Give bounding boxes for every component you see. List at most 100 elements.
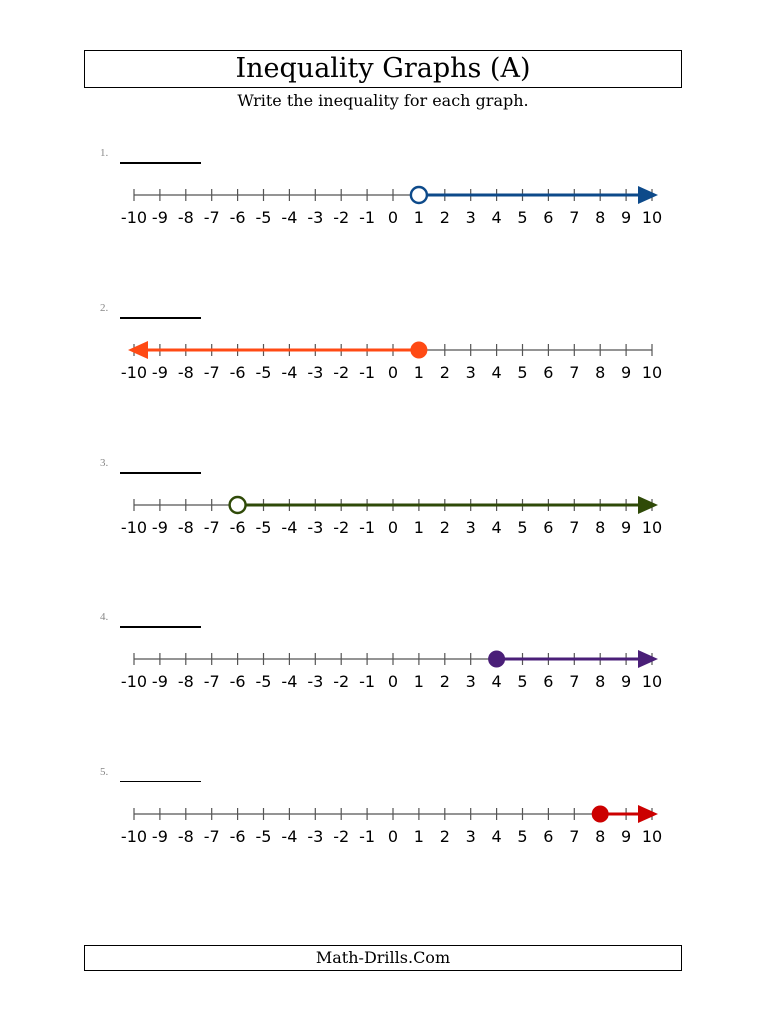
tick-label: 2 [440, 672, 450, 691]
tick-label: 5 [517, 672, 527, 691]
tick-label: -4 [281, 827, 297, 846]
tick-label: -1 [359, 518, 375, 537]
tick-label: -3 [307, 208, 323, 227]
tick-label: 7 [569, 672, 579, 691]
problem-number: 2. [100, 302, 109, 314]
tick-label: -1 [359, 827, 375, 846]
tick-label: 9 [621, 672, 631, 691]
tick-label: 1 [414, 827, 424, 846]
tick-label: 5 [517, 827, 527, 846]
tick-label: -8 [178, 672, 194, 691]
tick-label: 4 [492, 827, 502, 846]
tick-label: -5 [256, 827, 272, 846]
tick-label: 2 [440, 363, 450, 382]
tick-label: -5 [256, 518, 272, 537]
tick-label: 3 [466, 672, 476, 691]
closed-endpoint [591, 805, 609, 823]
tick-label: -3 [307, 363, 323, 382]
tick-label: 9 [621, 518, 631, 537]
footer-credit: Math-Drills.Com [84, 945, 682, 971]
tick-label: 8 [595, 363, 605, 382]
tick-label: 7 [569, 827, 579, 846]
tick-label: 9 [621, 363, 631, 382]
tick-label: 7 [569, 518, 579, 537]
problem-4: 4. -10 -9 -8 -7 -6 -5 -4 -3 -2 -1 0 1 2 3 4 5 6 7 8 9 10 [0, 611, 768, 721]
tick-label: -7 [204, 208, 220, 227]
tick-label: 10 [642, 208, 662, 227]
tick-label: -10 [121, 827, 147, 846]
tick-label: 9 [621, 208, 631, 227]
tick-label: -9 [152, 827, 168, 846]
tick-label: 3 [466, 518, 476, 537]
tick-label: -10 [121, 363, 147, 382]
tick-label: 6 [543, 827, 553, 846]
problem-number: 3. [100, 457, 109, 469]
tick-label: 6 [543, 518, 553, 537]
tick-label: 1 [414, 672, 424, 691]
tick-label: 6 [543, 363, 553, 382]
problem-2: 2. -10 -9 -8 -7 -6 -5 -4 -3 -2 -1 0 1 2 3 4 5 6 7 8 9 10 [0, 302, 768, 412]
tick-label: 9 [621, 827, 631, 846]
tick-label: 10 [642, 827, 662, 846]
tick-label: 4 [492, 363, 502, 382]
tick-label: 8 [595, 518, 605, 537]
tick-label: 0 [388, 672, 398, 691]
tick-label: -2 [333, 518, 349, 537]
answer-blank[interactable] [120, 626, 201, 628]
tick-label: -9 [152, 672, 168, 691]
open-endpoint [409, 185, 429, 205]
tick-label: 4 [492, 672, 502, 691]
tick-label: 5 [517, 518, 527, 537]
tick-label: -9 [152, 518, 168, 537]
closed-endpoint [488, 650, 506, 668]
problem-number: 5. [100, 766, 109, 778]
tick-label: 3 [466, 363, 476, 382]
ray-arrowhead [638, 650, 658, 668]
ray-arrowhead [128, 341, 148, 359]
tick-label: -7 [204, 672, 220, 691]
problem-number: 4. [100, 611, 109, 623]
answer-blank[interactable] [120, 317, 201, 319]
tick-label: 5 [517, 363, 527, 382]
tick-label: 3 [466, 208, 476, 227]
tick-label: 5 [517, 208, 527, 227]
tick-label: -3 [307, 518, 323, 537]
tick-label: 1 [414, 208, 424, 227]
tick-label: 6 [543, 672, 553, 691]
tick-label: -2 [333, 827, 349, 846]
tick-label: -10 [121, 672, 147, 691]
tick-label: -1 [359, 363, 375, 382]
answer-blank[interactable] [120, 781, 201, 782]
tick-label: 10 [642, 363, 662, 382]
tick-label: -6 [230, 518, 246, 537]
tick-label: -10 [121, 518, 147, 537]
tick-label: 2 [440, 208, 450, 227]
tick-label: -6 [230, 363, 246, 382]
ray-arrowhead [638, 496, 658, 514]
answer-blank[interactable] [120, 162, 201, 164]
tick-label: -7 [204, 363, 220, 382]
tick-label: -7 [204, 518, 220, 537]
tick-label: -9 [152, 208, 168, 227]
tick-label: -6 [230, 827, 246, 846]
ray-arrowhead [638, 805, 658, 823]
number-line: -10 -9 -8 -7 -6 -5 -4 -3 -2 -1 0 1 2 3 4 5 6 7 8 9 10 [121, 185, 662, 227]
tick-label: -4 [281, 363, 297, 382]
tick-label: 10 [642, 672, 662, 691]
number-line: -10 -9 -8 -7 -6 -5 -4 -3 -2 -1 0 1 2 3 4 5 6 7 8 9 10 [121, 341, 662, 382]
problem-3: 3. -10 -9 -8 -7 -6 -5 -4 -3 -2 -1 0 1 2 3 4 5 6 7 8 9 10 [0, 457, 768, 567]
tick-label: -2 [333, 363, 349, 382]
tick-label: 2 [440, 518, 450, 537]
answer-blank[interactable] [120, 472, 201, 474]
tick-label: 4 [492, 518, 502, 537]
tick-label: 0 [388, 363, 398, 382]
tick-label: 0 [388, 827, 398, 846]
tick-label: 2 [440, 827, 450, 846]
tick-label: 8 [595, 208, 605, 227]
tick-label: -8 [178, 208, 194, 227]
number-line: -10 -9 -8 -7 -6 -5 -4 -3 -2 -1 0 1 2 3 4 5 6 7 8 9 10 [121, 650, 662, 691]
tick-label: -6 [230, 208, 246, 227]
tick-label: -4 [281, 208, 297, 227]
tick-label: 7 [569, 208, 579, 227]
